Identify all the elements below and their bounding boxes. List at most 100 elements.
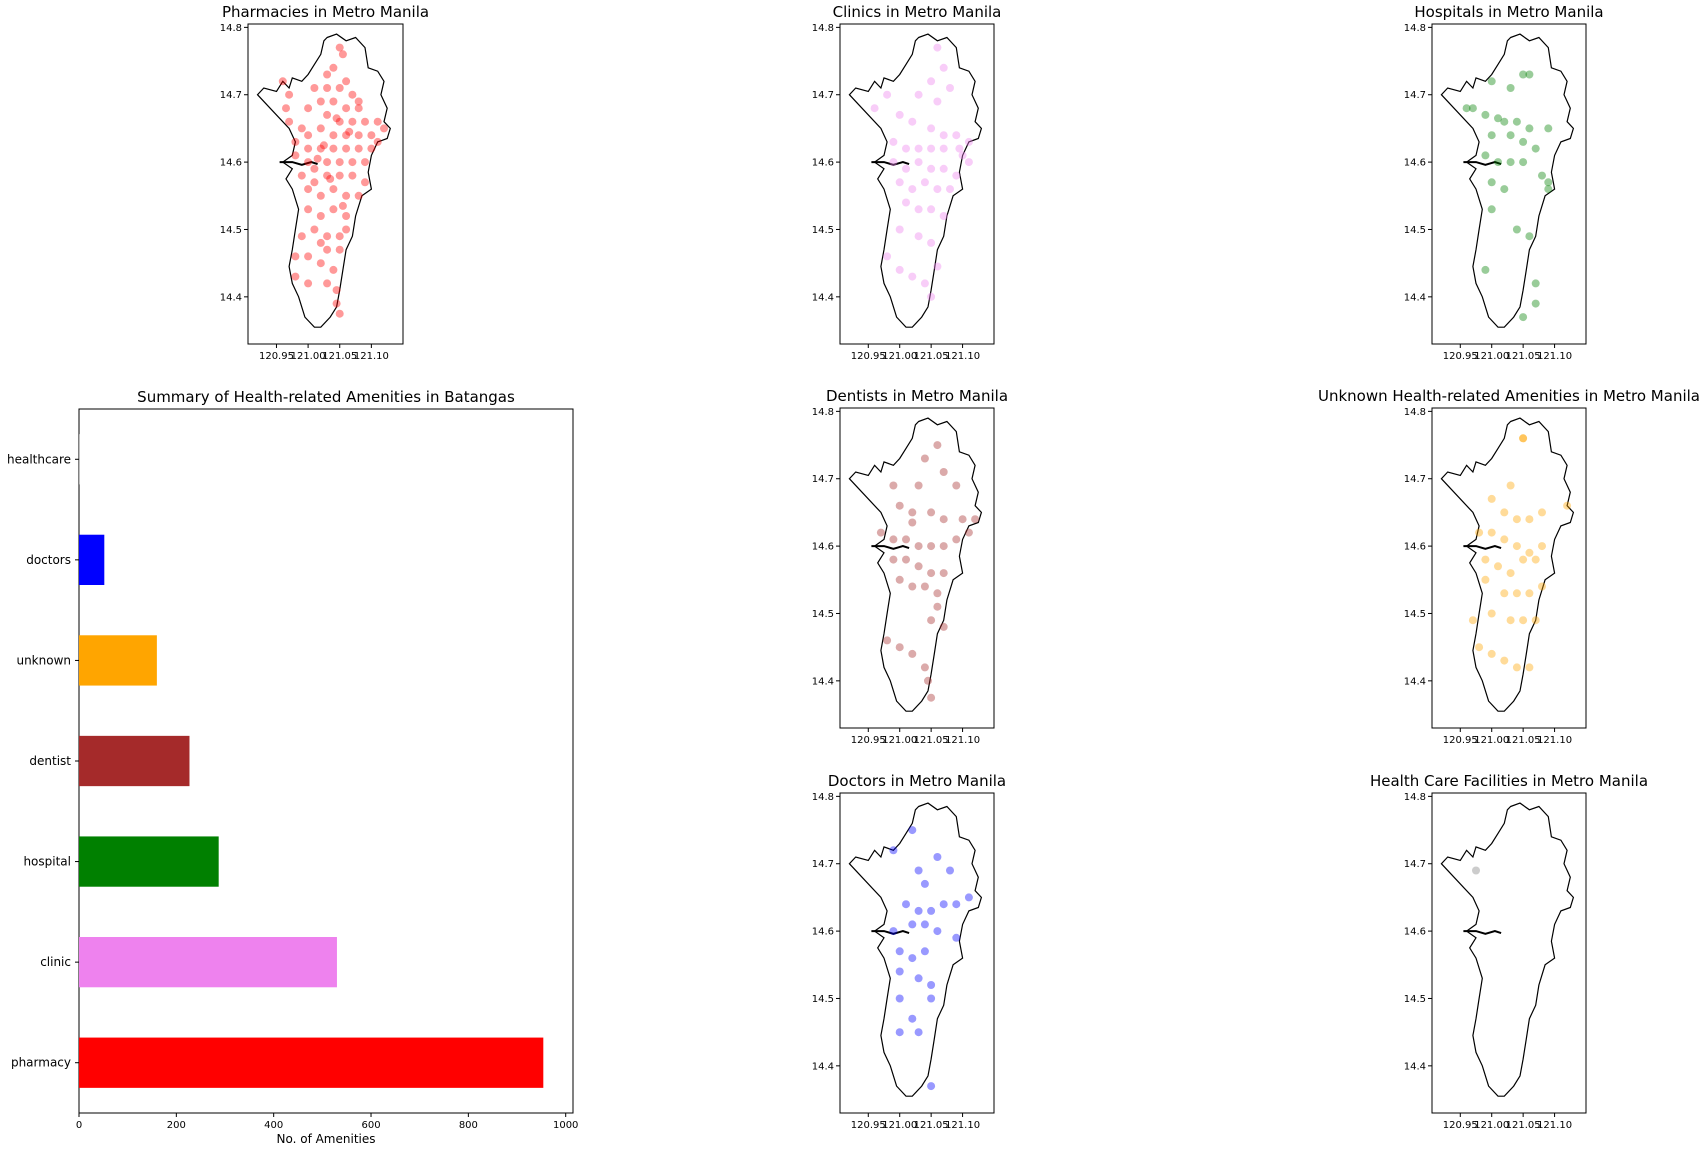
data-point [889,481,898,490]
data-point [927,616,936,625]
data-point [310,84,319,92]
y-tick-label: 14.4 [812,1061,834,1072]
data-point [316,238,325,247]
x-tick-label: 121.05 [1506,735,1541,746]
category-label: hospital [23,855,71,869]
data-point [342,131,351,140]
data-point [342,225,351,234]
data-point [1544,178,1553,187]
data-point [927,569,936,578]
data-point [323,158,332,167]
y-tick-label: 14.5 [220,225,242,236]
y-tick-label: 14.8 [1404,23,1426,34]
bar-hospital [79,836,219,887]
x-tick-label: 120.95 [851,351,886,362]
y-tick-label: 14.5 [1404,609,1426,620]
y-tick-label: 14.4 [812,292,834,303]
data-point [335,245,344,254]
panel-title: Clinics in Metro Manila [833,3,1002,21]
data-point [319,141,328,150]
x-tick-label: 1000 [553,1120,578,1131]
x-tick-label: 121.05 [914,351,949,362]
data-point [914,90,923,99]
data-point [304,158,313,167]
metro-manila-boundary [1440,417,1575,712]
panel-pharmacy-map: Pharmacies in Metro Manila 14.4 14.5 14.6 1… [220,3,429,362]
data-point [1519,555,1528,564]
data-point [1525,515,1534,524]
data-point [291,252,300,261]
data-point [933,262,942,271]
data-point [1506,158,1515,167]
data-point [958,515,967,524]
data-point [955,144,964,153]
data-point [939,164,948,173]
data-point [914,542,923,551]
data-point [304,185,313,194]
data-point [1512,225,1521,234]
data-point [1487,205,1496,214]
pasig-river [279,161,318,166]
data-point [354,191,363,200]
x-tick-label: 120.95 [1443,351,1478,362]
data-point [920,454,929,463]
x-tick-label: 121.00 [882,1120,917,1131]
x-tick-label: 121.05 [322,351,357,362]
data-point [902,144,910,153]
data-point [939,131,948,140]
data-point [304,131,313,140]
x-tick-label: 121.05 [914,735,949,746]
y-tick-label: 14.6 [1404,542,1426,553]
data-point [1538,171,1546,180]
y-tick-label: 14.5 [812,225,834,236]
bar-dentist [79,735,190,787]
category-label: doctors [26,553,71,567]
y-tick-label: 14.8 [812,23,834,34]
data-point [1500,508,1509,517]
axes-frame [1431,792,1587,1114]
data-point [908,582,917,591]
data-point [971,515,980,524]
data-point [316,259,325,268]
data-point [876,528,885,537]
data-point [895,947,904,956]
data-point [1531,616,1540,625]
data-point [304,144,313,153]
data-point [1500,589,1509,598]
data-point [1512,117,1521,126]
data-point [323,279,332,288]
data-point [316,212,325,220]
data-point [952,933,961,942]
data-point [920,582,929,591]
data-point [914,158,923,167]
data-point [291,137,300,146]
data-point [1506,131,1515,140]
data-point [964,137,973,146]
y-tick-label: 14.6 [812,542,834,553]
y-tick-label: 14.5 [1404,225,1426,236]
data-point [939,542,948,551]
data-point [1506,569,1515,578]
data-point [1519,158,1528,167]
y-tick-label: 14.8 [812,407,834,418]
data-point [889,535,898,544]
x-tick-label: 121.10 [945,1120,980,1131]
data-point [895,225,904,234]
data-point [310,178,319,187]
data-point [895,265,904,274]
data-point [1475,643,1484,652]
pasig-river [871,545,910,550]
data-point [939,212,948,220]
data-point [889,846,898,855]
data-point [908,1014,917,1023]
x-tick-label: 121.00 [882,735,917,746]
data-point [304,279,313,288]
data-point [1468,104,1477,113]
data-point [361,117,369,126]
data-point [329,185,338,194]
data-point [1525,70,1534,79]
y-tick-label: 14.6 [812,927,834,938]
y-tick-label: 14.6 [1404,927,1426,938]
panel-title: Dentists in Metro Manila [826,387,1008,405]
data-point [342,212,351,220]
